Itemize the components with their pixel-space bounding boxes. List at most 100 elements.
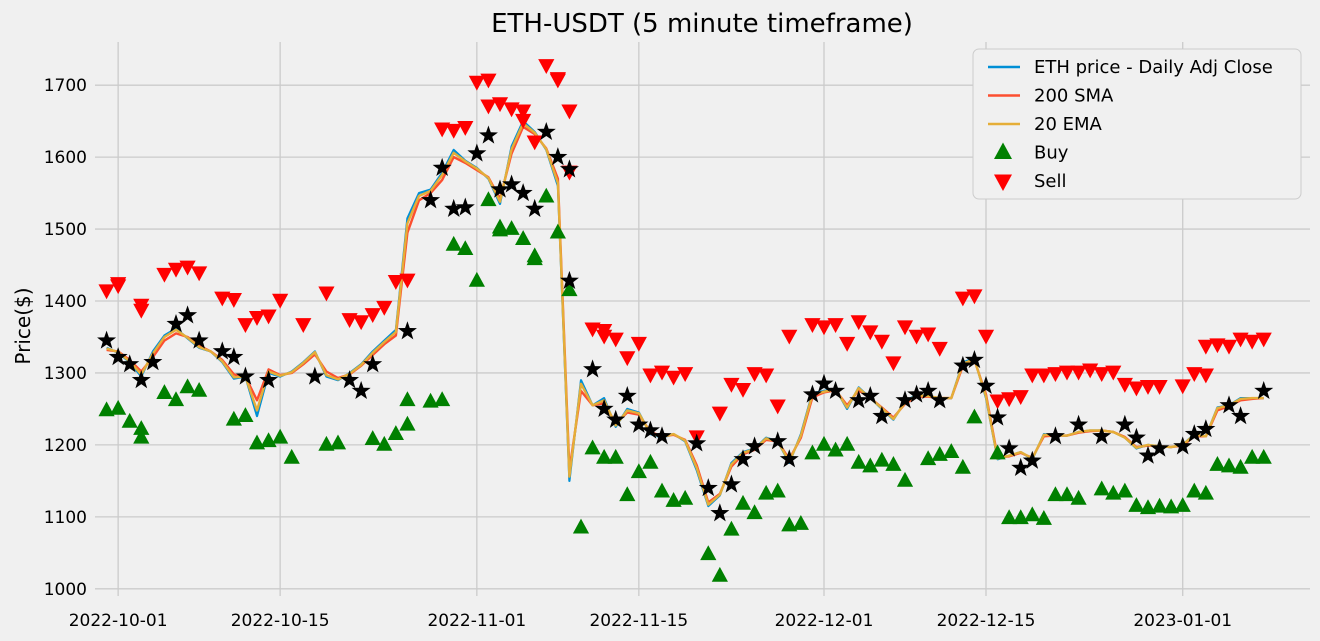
buy-marker — [1197, 484, 1214, 500]
sell-marker — [677, 367, 694, 382]
sell-marker — [457, 121, 474, 136]
sell-marker — [1197, 368, 1214, 384]
buy-marker — [700, 545, 717, 561]
buy-marker — [734, 494, 752, 510]
sell-marker — [1012, 390, 1029, 405]
star-marker — [826, 380, 846, 400]
buy-marker — [110, 399, 127, 415]
x-tick-label: 2022-10-01 — [69, 611, 168, 631]
sell-marker — [1035, 368, 1052, 384]
star-marker — [536, 121, 556, 141]
buy-marker — [1209, 456, 1226, 471]
sell-marker — [434, 122, 451, 138]
sell-marker — [353, 315, 370, 331]
star-marker — [930, 390, 950, 409]
sell-marker — [515, 113, 532, 129]
star-marker — [143, 352, 163, 371]
star-marker — [698, 478, 718, 497]
buy-marker — [665, 492, 682, 507]
sell-marker — [642, 368, 659, 384]
buy-marker — [468, 271, 485, 287]
star-marker — [1219, 395, 1239, 414]
buy-marker — [526, 250, 543, 266]
sell-marker — [758, 368, 775, 384]
sell-marker — [295, 318, 312, 334]
sell-marker — [561, 104, 578, 120]
star-marker — [988, 407, 1008, 426]
sell-marker — [966, 289, 983, 305]
star-marker — [1231, 406, 1251, 425]
legend-label: 200 SMA — [1034, 86, 1114, 107]
sell-marker — [1128, 381, 1145, 397]
star-marker — [97, 330, 117, 349]
buy-marker — [896, 471, 914, 487]
sell-marker — [665, 370, 682, 386]
sell-marker — [387, 275, 404, 290]
sell-marker — [1093, 367, 1110, 382]
star-marker — [721, 474, 741, 493]
sell-marker — [1001, 392, 1018, 408]
sell-marker — [156, 267, 173, 283]
buy-marker — [133, 420, 150, 435]
sell-marker — [1047, 367, 1064, 382]
sell-marker — [272, 293, 289, 309]
buy-marker — [572, 518, 590, 534]
star-marker — [444, 198, 464, 218]
buy-marker — [318, 435, 335, 451]
buy-marker — [630, 463, 647, 479]
sell-marker — [491, 97, 509, 113]
sell-marker — [237, 318, 254, 334]
sell-marker — [364, 308, 381, 323]
chart-title: ETH-USDT (5 minute timeframe) — [491, 9, 913, 39]
star-marker — [733, 449, 753, 468]
legend-swatch — [994, 142, 1012, 159]
star-marker — [1069, 414, 1089, 433]
sell-marker — [711, 406, 728, 422]
sell-marker — [977, 329, 995, 345]
y-tick-label: 1200 — [44, 436, 87, 456]
sell-marker — [804, 318, 821, 334]
sell-marker — [1139, 380, 1157, 395]
x-tick-label: 2022-12-01 — [775, 611, 874, 631]
buy-marker — [179, 378, 196, 394]
star-marker — [178, 305, 198, 324]
star-marker — [849, 390, 869, 409]
sell-marker — [896, 320, 914, 336]
star-marker — [108, 347, 128, 366]
star-marker — [860, 385, 880, 405]
buy-marker — [792, 515, 809, 530]
buy-marker — [1220, 457, 1238, 473]
buy-marker — [1255, 448, 1272, 464]
legend-frame — [972, 48, 1302, 200]
star-marker — [120, 354, 140, 373]
buy-marker — [584, 439, 601, 455]
buy-marker — [121, 412, 138, 428]
legend-label: ETH price - Daily Adj Close — [1034, 57, 1273, 78]
sell-marker — [445, 123, 462, 139]
buy-marker — [1244, 448, 1261, 464]
buy-marker — [989, 444, 1006, 460]
star-marker — [594, 398, 614, 418]
sell-marker — [1255, 332, 1272, 348]
sell-marker — [480, 99, 497, 115]
buy-marker — [711, 566, 728, 582]
buy-marker — [457, 240, 474, 256]
star-marker — [1115, 414, 1135, 433]
y-tick-label: 1100 — [44, 508, 87, 528]
star-marker — [1126, 427, 1146, 446]
sell-marker — [607, 332, 624, 348]
star-marker — [999, 438, 1019, 457]
series-points-4 — [98, 59, 1272, 446]
y-tick-label: 1500 — [44, 220, 87, 240]
sell-marker — [480, 73, 497, 89]
buy-marker — [1163, 498, 1180, 514]
sell-marker — [630, 336, 647, 352]
legend-swatch — [994, 174, 1012, 191]
buy-marker — [1186, 482, 1203, 498]
sell-marker — [468, 75, 485, 91]
buy-marker — [966, 408, 983, 424]
sell-marker — [873, 334, 890, 350]
buy-marker — [503, 220, 520, 235]
buy-marker — [387, 425, 404, 440]
